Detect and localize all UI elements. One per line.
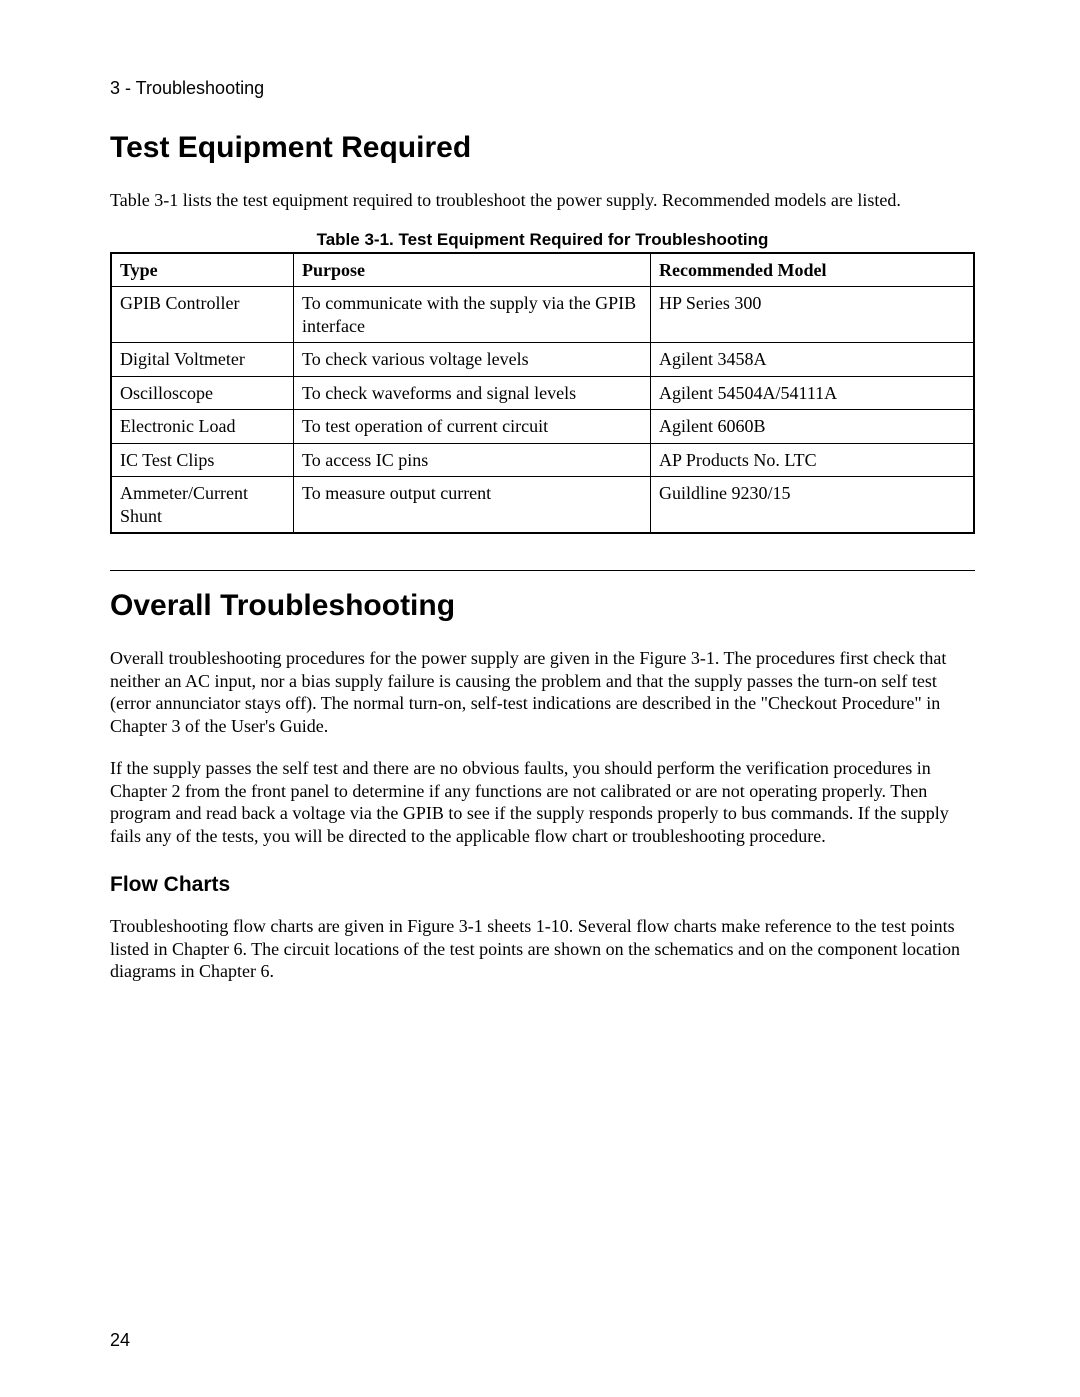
cell-type: Electronic Load — [111, 410, 294, 444]
cell-type: IC Test Clips — [111, 443, 294, 477]
cell-purpose: To access IC pins — [294, 443, 651, 477]
cell-type: Digital Voltmeter — [111, 343, 294, 377]
equipment-table: Type Purpose Recommended Model GPIB Cont… — [110, 252, 975, 535]
cell-model: AP Products No. LTC — [651, 443, 975, 477]
chapter-header: 3 - Troubleshooting — [110, 78, 975, 99]
table-header-type: Type — [111, 253, 294, 287]
table-row: GPIB Controller To communicate with the … — [111, 287, 974, 343]
table-header-model: Recommended Model — [651, 253, 975, 287]
section-divider — [110, 570, 975, 571]
cell-purpose: To check various voltage levels — [294, 343, 651, 377]
section-heading-overall-troubleshooting: Overall Troubleshooting — [110, 589, 975, 623]
cell-purpose: To test operation of current circuit — [294, 410, 651, 444]
cell-purpose: To measure output current — [294, 477, 651, 534]
cell-purpose: To communicate with the supply via the G… — [294, 287, 651, 343]
cell-model: Agilent 54504A/54111A — [651, 376, 975, 410]
cell-model: Agilent 3458A — [651, 343, 975, 377]
cell-model: HP Series 300 — [651, 287, 975, 343]
table-row: Oscilloscope To check waveforms and sign… — [111, 376, 974, 410]
cell-model: Agilent 6060B — [651, 410, 975, 444]
cell-model: Guildline 9230/15 — [651, 477, 975, 534]
cell-type: Ammeter/Current Shunt — [111, 477, 294, 534]
table-row: Digital Voltmeter To check various volta… — [111, 343, 974, 377]
table-header-row: Type Purpose Recommended Model — [111, 253, 974, 287]
cell-type: Oscilloscope — [111, 376, 294, 410]
table-caption: Table 3-1. Test Equipment Required for T… — [110, 230, 975, 250]
table-header-purpose: Purpose — [294, 253, 651, 287]
cell-purpose: To check waveforms and signal levels — [294, 376, 651, 410]
section2-paragraph-2: If the supply passes the self test and t… — [110, 757, 975, 847]
section1-intro-paragraph: Table 3-1 lists the test equipment requi… — [110, 189, 975, 212]
document-page: 3 - Troubleshooting Test Equipment Requi… — [0, 0, 1080, 1397]
flow-charts-paragraph: Troubleshooting flow charts are given in… — [110, 915, 975, 983]
table-row: IC Test Clips To access IC pins AP Produ… — [111, 443, 974, 477]
table-row: Electronic Load To test operation of cur… — [111, 410, 974, 444]
page-number: 24 — [110, 1330, 130, 1351]
section-heading-test-equipment: Test Equipment Required — [110, 131, 975, 165]
section2-paragraph-1: Overall troubleshooting procedures for t… — [110, 647, 975, 737]
cell-type: GPIB Controller — [111, 287, 294, 343]
table-row: Ammeter/Current Shunt To measure output … — [111, 477, 974, 534]
subheading-flow-charts: Flow Charts — [110, 873, 975, 897]
